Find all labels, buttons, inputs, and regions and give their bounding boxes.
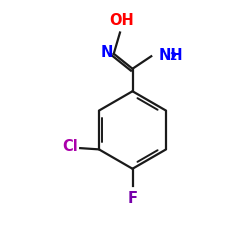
Text: Cl: Cl <box>62 140 78 154</box>
Text: OH: OH <box>109 13 134 28</box>
Text: N: N <box>100 45 113 60</box>
Text: F: F <box>128 191 138 206</box>
Text: NH: NH <box>158 48 183 62</box>
Text: 2: 2 <box>169 52 176 62</box>
